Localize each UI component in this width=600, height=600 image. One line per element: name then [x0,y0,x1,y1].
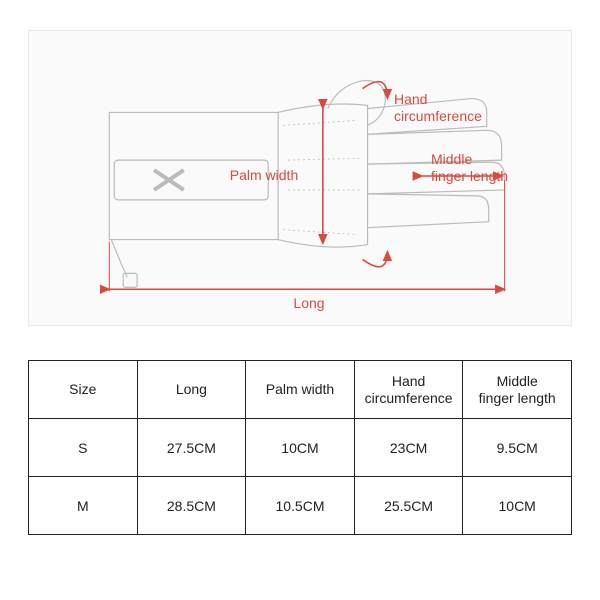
cell: 25.5CM [354,477,463,535]
table-row: M 28.5CM 10.5CM 25.5CM 10CM [29,477,572,535]
cell: 9.5CM [463,419,572,477]
cell: 10CM [463,477,572,535]
col-circ: Hand circumference [354,361,463,419]
cell: 23CM [354,419,463,477]
cell: 10.5CM [246,477,355,535]
cell: S [29,419,138,477]
col-palm: Palm width [246,361,355,419]
label-palm-width: Palm width [214,167,314,184]
table-row: S 27.5CM 10CM 23CM 9.5CM [29,419,572,477]
col-long: Long [137,361,246,419]
cell: M [29,477,138,535]
cell: 10CM [246,419,355,477]
col-finger: Middle finger length [463,361,572,419]
diagram-panel: Hand circumference Palm width Middle fin… [28,30,572,326]
label-hand-circumference: Hand circumference [394,91,504,125]
table-header-row: Size Long Palm width Hand circumference … [29,361,572,419]
cell: 28.5CM [137,477,246,535]
cell: 27.5CM [137,419,246,477]
label-middle-finger: Middle finger length [431,151,531,185]
label-long: Long [269,295,349,312]
size-table: Size Long Palm width Hand circumference … [28,360,572,535]
col-size: Size [29,361,138,419]
